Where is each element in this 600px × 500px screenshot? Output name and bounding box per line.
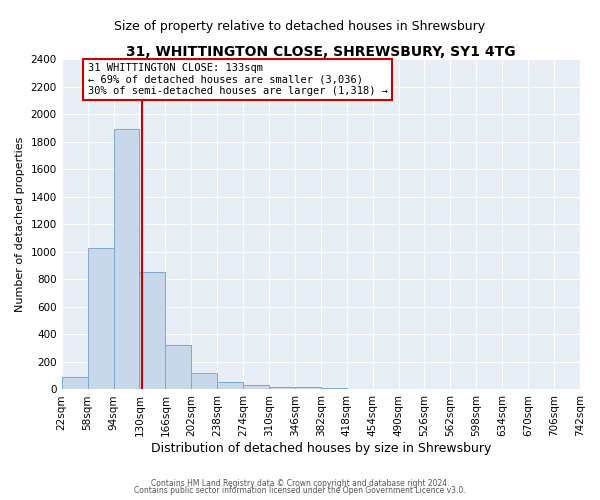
Bar — [139, 272, 166, 390]
Bar — [347, 389, 373, 390]
Bar — [113, 129, 139, 390]
Text: Contains public sector information licensed under the Open Government Licence v3: Contains public sector information licen… — [134, 486, 466, 495]
Bar — [88, 248, 113, 390]
Title: 31, WHITTINGTON CLOSE, SHREWSBURY, SY1 4TG: 31, WHITTINGTON CLOSE, SHREWSBURY, SY1 4… — [126, 45, 515, 59]
Bar — [191, 373, 217, 390]
Bar — [62, 377, 88, 390]
X-axis label: Distribution of detached houses by size in Shrewsbury: Distribution of detached houses by size … — [151, 442, 491, 455]
Bar — [321, 388, 347, 390]
Bar — [166, 346, 191, 390]
Bar — [243, 386, 269, 390]
Bar — [295, 388, 321, 390]
Text: Size of property relative to detached houses in Shrewsbury: Size of property relative to detached ho… — [115, 20, 485, 33]
Bar — [269, 386, 295, 390]
Bar — [217, 382, 243, 390]
Y-axis label: Number of detached properties: Number of detached properties — [15, 136, 25, 312]
Text: Contains HM Land Registry data © Crown copyright and database right 2024.: Contains HM Land Registry data © Crown c… — [151, 478, 449, 488]
Text: 31 WHITTINGTON CLOSE: 133sqm
← 69% of detached houses are smaller (3,036)
30% of: 31 WHITTINGTON CLOSE: 133sqm ← 69% of de… — [88, 63, 388, 96]
